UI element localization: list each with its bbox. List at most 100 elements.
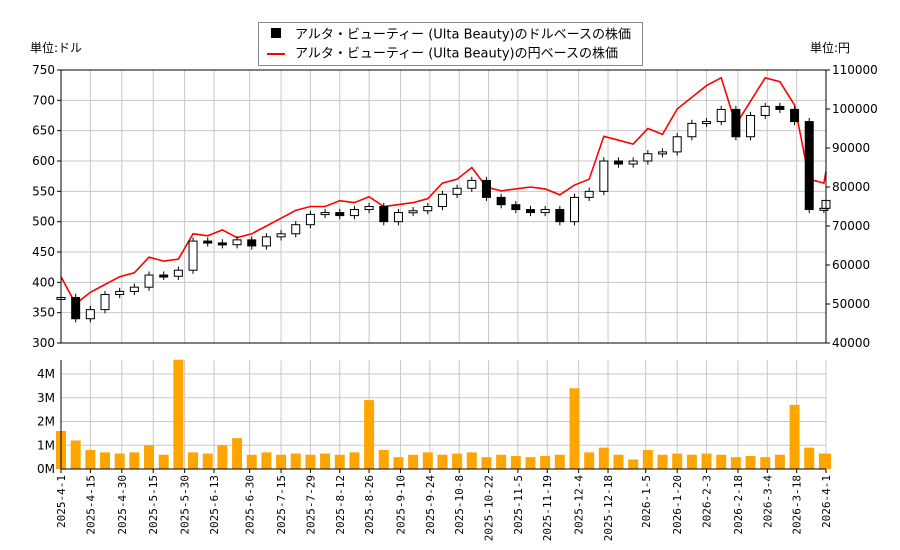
- candle-body: [115, 290, 125, 295]
- x-tick-label: 2026-2-3: [701, 475, 714, 528]
- volume-bar: [554, 454, 565, 469]
- x-tick-label: 2026-1-5: [640, 475, 653, 528]
- candle-body: [85, 309, 95, 320]
- candle-body: [525, 209, 535, 214]
- y-tick-label-right: 40000: [832, 336, 870, 350]
- x-tick-label: 2025-5-15: [147, 475, 160, 535]
- candle-body: [203, 240, 213, 244]
- volume-bar: [804, 447, 815, 469]
- candle-body: [804, 121, 814, 211]
- volume-bar: [613, 454, 624, 469]
- volume-bar: [202, 453, 213, 469]
- volume-bar: [540, 455, 551, 469]
- candle-body: [349, 209, 359, 217]
- volume-bar: [276, 454, 287, 469]
- volume-bar: [393, 457, 404, 469]
- volume-bar: [129, 452, 140, 469]
- volume-bar: [774, 454, 785, 469]
- legend: アルタ・ビューティー (Ulta Beauty)のドルベースの株価 アルタ・ビュ…: [258, 22, 643, 66]
- y-tick-label-right: 90000: [832, 141, 870, 155]
- candle-body: [658, 151, 668, 155]
- candle-body: [775, 105, 785, 110]
- volume-bar: [408, 454, 419, 469]
- volume-bar: [437, 454, 448, 469]
- candle-body: [614, 160, 624, 165]
- candle-body: [173, 269, 183, 277]
- candle-body: [511, 204, 521, 211]
- y-tick-label-left: 700: [32, 93, 55, 107]
- volume-tick-label: 0M: [37, 462, 55, 476]
- candle-body: [687, 122, 697, 138]
- volume-bar: [716, 454, 727, 469]
- volume-bar: [85, 450, 96, 469]
- candle-body: [320, 212, 330, 216]
- candle-body: [305, 213, 315, 226]
- volume-bar: [305, 454, 316, 469]
- legend-item-yen: アルタ・ビューティー (Ulta Beauty)の円ベースの株価: [267, 45, 618, 63]
- x-tick-label: 2026-2-18: [732, 475, 745, 535]
- x-tick-label: 2025-12-18: [602, 475, 615, 541]
- y-tick-label-left: 450: [32, 245, 55, 259]
- candle-body: [379, 206, 389, 223]
- volume-bar: [452, 453, 463, 469]
- black-square-icon: [267, 26, 285, 44]
- y-tick-label-left: 750: [32, 63, 55, 77]
- volume-bar: [584, 452, 595, 469]
- candle-body: [628, 160, 638, 165]
- x-tick-label: 2025-11-5: [512, 475, 525, 535]
- x-tick-label: 2025-11-19: [541, 475, 554, 541]
- volume-bar: [657, 454, 668, 469]
- legend-label-yen: アルタ・ビューティー (Ulta Beauty)の円ベースの株価: [295, 46, 618, 62]
- yen-price-line: [60, 76, 827, 306]
- red-line-icon: [267, 45, 285, 63]
- x-tick-label: 2025-9-10: [395, 475, 408, 535]
- volume-bar: [701, 453, 712, 469]
- x-tick-label: 2025-12-4: [573, 475, 586, 535]
- x-tick-label: 2025-4-15: [84, 475, 97, 535]
- volume-bar: [496, 454, 507, 469]
- y-tick-label-left: 650: [32, 124, 55, 138]
- volume-bar: [569, 388, 580, 469]
- x-tick-label: 2025-4-30: [116, 475, 129, 535]
- volume-bar: [422, 452, 433, 469]
- y-tick-label-left: 550: [32, 184, 55, 198]
- candle-body: [790, 108, 800, 123]
- volume-tick-label: 2M: [37, 415, 55, 429]
- volume-bar: [364, 400, 375, 469]
- volume-bar: [378, 450, 389, 469]
- candle-body: [496, 196, 506, 206]
- candle-body: [364, 206, 374, 211]
- volume-bar: [760, 457, 771, 469]
- y-tick-label-right: 70000: [832, 219, 870, 233]
- x-tick-label: 2025-4-1: [55, 475, 68, 528]
- y-tick-label-left: 500: [32, 215, 55, 229]
- candle-body: [643, 153, 653, 162]
- x-tick-label: 2025-10-8: [453, 475, 466, 535]
- volume-bar: [144, 445, 155, 469]
- candle-body: [159, 274, 169, 278]
- candle-body: [71, 297, 81, 320]
- candle-body: [437, 193, 447, 208]
- x-tick-label: 2025-7-29: [304, 475, 317, 535]
- y-tick-label-left: 300: [32, 336, 55, 350]
- volume-bar: [114, 453, 125, 469]
- y-tick-label-left: 350: [32, 306, 55, 320]
- volume-bar: [290, 453, 301, 469]
- volume-bar: [349, 452, 360, 469]
- candle-body: [716, 108, 726, 123]
- candle-body: [584, 190, 594, 198]
- volume-tick-label: 3M: [37, 391, 55, 405]
- volume-bar: [686, 454, 697, 469]
- volume-bar: [672, 453, 683, 469]
- volume-bar: [158, 454, 169, 469]
- volume-bar: [510, 455, 521, 469]
- candle-body: [555, 209, 565, 223]
- x-tick-label: 2025-7-15: [275, 475, 288, 535]
- candle-body: [129, 286, 139, 292]
- volume-bar: [525, 457, 536, 469]
- candle-body: [188, 240, 198, 271]
- volume-bar: [217, 445, 228, 469]
- candle-body: [144, 274, 154, 288]
- candle-body: [232, 239, 242, 246]
